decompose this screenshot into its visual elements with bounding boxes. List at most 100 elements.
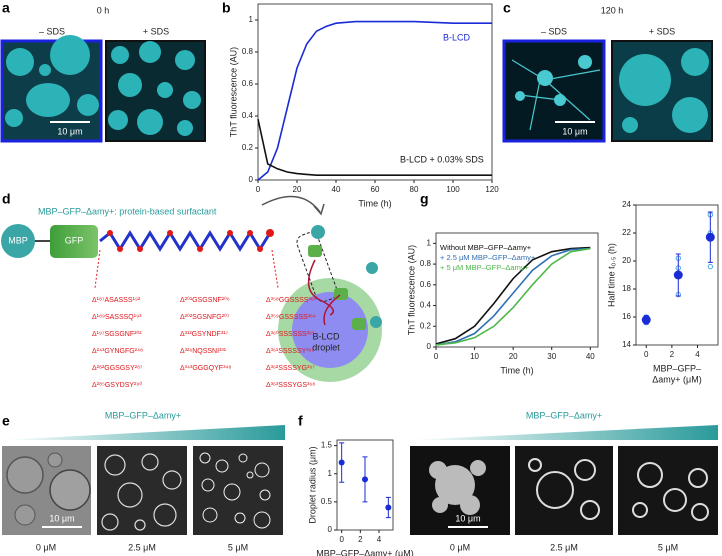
- x-tick-label: 100: [446, 185, 460, 194]
- series-label: B-LCD + 0.03% SDS: [400, 154, 484, 164]
- panel-label: b: [222, 0, 231, 16]
- panel-label: f: [298, 413, 303, 429]
- x-axis-label: Time (h): [358, 198, 391, 208]
- micrograph: [502, 39, 606, 143]
- legend-entry: + 5 μM MBP–GFP–Δamy+: [440, 263, 530, 272]
- deletion-label: Δ¹⁸⁹SASSSQ¹⁹³: [92, 314, 142, 321]
- x-tick-label: 0: [256, 185, 261, 194]
- data-point: [641, 315, 651, 325]
- micrograph: [97, 446, 187, 535]
- y-tick-label: 0.2: [420, 321, 432, 330]
- y-tick-label: 1: [328, 469, 333, 478]
- x-axis-label: MBP–GFP–: [653, 363, 701, 373]
- y-tick-label: 22: [622, 228, 631, 237]
- legend-entry: Without MBP–GFP–Δamy+: [440, 243, 532, 252]
- deletion-label: Δ¹⁸⁷ASASSS¹⁹²: [92, 297, 141, 304]
- x-axis-label: MBP–GFP–Δamy+ (μM): [316, 548, 413, 556]
- micrograph: [2, 446, 91, 535]
- y-tick-label: 0.8: [242, 47, 254, 56]
- data-line: [257, 119, 492, 176]
- data-point: [705, 232, 715, 242]
- y-tick-label: 0.4: [242, 111, 254, 120]
- y-tick-label: 1: [249, 15, 254, 24]
- deletion-label: Δ²⁸⁵GSYDSY²⁹⁰: [92, 381, 142, 389]
- time-label: 120 h: [601, 5, 624, 15]
- y-tick-label: 0.6: [242, 79, 254, 88]
- legend-entry: + 2.5 μM MBP–GFP–Δamy+: [440, 253, 536, 262]
- y-axis-label: Droplet radius (μm): [307, 446, 317, 523]
- scale-bar-label: 10 μm: [57, 126, 82, 136]
- y-tick-label: 16: [622, 312, 631, 321]
- x-tick-label: 80: [410, 185, 419, 194]
- data-point: [362, 476, 368, 483]
- deletion-label: Δ³⁶¹SSSSSY³⁶⁶: [266, 348, 314, 355]
- y-tick-label: 0.2: [242, 143, 254, 152]
- y-axis-label: ThT fluorescence (AU): [228, 47, 238, 137]
- x-tick-label: 2: [358, 535, 363, 544]
- micrograph: [611, 40, 713, 142]
- x-tick-label: 20: [509, 352, 518, 361]
- micrograph: [193, 446, 283, 535]
- replicate-point: [707, 263, 714, 270]
- data-point: [673, 270, 683, 280]
- data-line: [435, 247, 591, 346]
- x-tick-label: 10: [470, 352, 479, 361]
- diagram-title: MBP–GFP–Δamy+: protein-based surfactant: [38, 206, 217, 216]
- droplet-diagram: [261, 195, 382, 382]
- time-label: 0 h: [97, 5, 110, 15]
- concentration-label: 0 μM: [450, 542, 470, 552]
- x-axis-label: Δamy+ (μM): [652, 374, 701, 384]
- y-tick-label: 0.6: [420, 280, 432, 289]
- gradient-wedge: [410, 425, 718, 440]
- condition-label: – SDS: [39, 26, 65, 36]
- plot-frame: [635, 204, 719, 346]
- y-tick-label: 14: [622, 340, 631, 349]
- deletion-label: Δ³⁶⁰SSSSSS³⁶⁵: [266, 330, 315, 338]
- deletion-label: Δ³⁶²SSSSYG³⁶⁷: [266, 365, 315, 372]
- scale-bar-label: 10 μm: [562, 126, 587, 136]
- concentration-label: 2.5 μM: [550, 542, 578, 552]
- droplet-label: droplet: [312, 342, 340, 352]
- deletion-label: Δ³⁶³SSSYGS³⁶⁸: [266, 382, 315, 389]
- x-tick-label: 120: [485, 185, 499, 194]
- deletion-label: Δ³⁴³GGGQYF³⁴⁸: [180, 365, 231, 372]
- deletion-label: Δ²⁴³GYNGFG²⁴⁸: [92, 348, 143, 355]
- deletion-label: Δ²⁰²SGSNFG²⁰⁷: [180, 313, 230, 321]
- gradient-label: MBP–GFP–Δamy+: [105, 410, 181, 420]
- deletion-label: Δ³¹²GSYNDF³¹⁷: [180, 331, 229, 338]
- panel-label: d: [2, 191, 11, 207]
- plot-frame: [435, 232, 599, 348]
- micrograph: [618, 446, 718, 535]
- domain-label: GFP: [65, 235, 84, 245]
- deletion-label: Δ³⁵⁹GSSSSS³⁶⁴: [266, 314, 316, 321]
- x-tick-label: 0: [434, 352, 439, 361]
- data-point: [385, 504, 392, 511]
- x-tick-label: 4: [377, 535, 382, 544]
- y-tick-label: 0.4: [420, 301, 432, 310]
- y-tick-label: 0.8: [420, 259, 432, 268]
- concentration-label: 2.5 μM: [128, 542, 156, 552]
- micrograph: [410, 446, 510, 535]
- x-tick-label: 60: [371, 185, 380, 194]
- x-tick-label: 20: [293, 185, 302, 194]
- condition-label: + SDS: [143, 26, 169, 36]
- y-tick-label: 0: [427, 342, 432, 351]
- domain-label: MBP: [8, 235, 28, 245]
- x-tick-label: 40: [332, 185, 341, 194]
- y-tick-label: 20: [622, 256, 631, 265]
- panel-label: a: [2, 0, 10, 16]
- deletion-label: Δ²⁸²GGSGSY²⁸⁷: [92, 365, 143, 372]
- micrograph: [105, 40, 206, 142]
- x-tick-label: 4: [695, 350, 700, 359]
- panel-label: c: [503, 0, 511, 16]
- deletion-label: Δ³²⁶NQSSNI³³¹: [180, 348, 227, 355]
- protein-diagram: [1, 224, 279, 289]
- gradient-wedge: [2, 425, 285, 440]
- x-axis-label: Time (h): [500, 365, 533, 375]
- gradient-label: MBP–GFP–Δamy+: [526, 410, 602, 420]
- panel-label: g: [420, 191, 429, 207]
- y-tick-label: 1: [427, 238, 432, 247]
- y-tick-label: 18: [622, 284, 631, 293]
